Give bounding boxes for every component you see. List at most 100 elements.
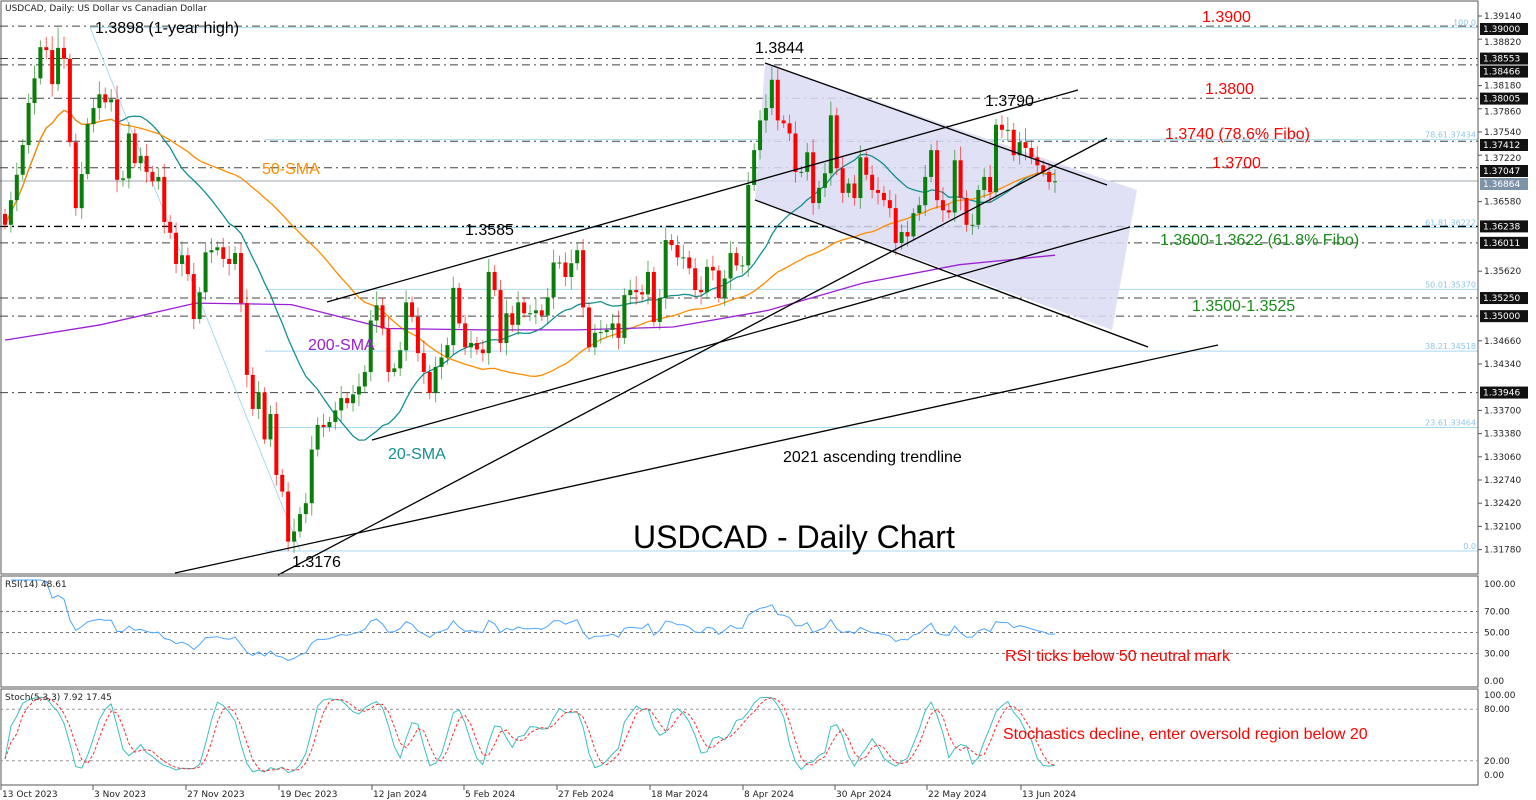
candle-bearish <box>522 302 527 314</box>
candle-bearish <box>227 258 232 264</box>
candle-bearish <box>687 257 692 269</box>
stoch-note: Stochastics decline, enter oversold regi… <box>1003 726 1368 743</box>
support-2: 1.3500-1.3525 <box>1192 298 1295 315</box>
candle-bearish <box>162 176 167 222</box>
candle-bullish <box>209 250 214 253</box>
candle-bearish <box>421 353 426 372</box>
candle-bearish <box>946 210 951 213</box>
candle-bullish <box>20 145 25 175</box>
candle-bullish <box>79 174 84 209</box>
candle-bullish <box>126 133 131 179</box>
candle-bearish <box>840 168 845 193</box>
candle-bearish <box>457 287 462 324</box>
candle-bullish <box>120 178 125 180</box>
candle-bullish <box>758 120 763 151</box>
candle-bearish <box>988 176 993 193</box>
candle-bullish <box>970 224 975 226</box>
y-tick-label: 1.32100 <box>1484 522 1521 532</box>
candle-bearish <box>852 183 857 198</box>
rsi-tick-label: 70.00 <box>1484 608 1510 618</box>
candle-bullish <box>56 47 61 85</box>
price-level-box-label: 1.36011 <box>1483 239 1520 249</box>
y-tick-label: 1.32420 <box>1484 499 1521 509</box>
price-level-box-label: 1.36238 <box>1483 222 1520 232</box>
price-level-box <box>1480 310 1528 323</box>
candle-bullish <box>197 292 202 320</box>
price-level-box <box>1480 23 1528 35</box>
price-level-box <box>1480 65 1528 78</box>
candle-bearish <box>935 150 940 201</box>
candle-bullish <box>26 103 31 146</box>
candle-bullish <box>533 310 538 314</box>
candle-bearish <box>492 271 497 291</box>
candle-bearish <box>876 190 881 193</box>
candle-bearish <box>940 200 945 211</box>
sma200-line <box>4 254 1056 341</box>
price-level-box <box>1480 139 1528 151</box>
candle-bullish <box>1017 142 1022 156</box>
candle-bullish <box>368 320 373 372</box>
candle-bullish <box>592 332 597 348</box>
candle-bullish <box>828 115 833 174</box>
candle-bullish <box>404 302 409 351</box>
candle-bearish <box>132 133 137 164</box>
candle-bearish <box>787 123 792 134</box>
price-level-box <box>1480 292 1528 305</box>
candle-bullish <box>351 394 356 404</box>
candle-bullish <box>657 298 662 322</box>
y-tick-label: 1.34660 <box>1484 337 1521 347</box>
fib-label: 100.0 <box>1453 19 1476 28</box>
candle-bullish <box>952 160 957 213</box>
price-level-box-label: 1.38466 <box>1483 68 1520 78</box>
candle-bearish <box>1023 142 1028 148</box>
rsi-tick-label: 30.00 <box>1484 650 1510 660</box>
candle-bearish <box>150 171 155 182</box>
candle-bearish <box>3 213 7 225</box>
candle-bearish <box>498 290 503 343</box>
candle-bearish <box>415 316 420 354</box>
candle-bullish <box>752 150 757 185</box>
price-level-box-label: 1.37412 <box>1483 141 1520 151</box>
rsi-tick-label: 50.00 <box>1484 629 1510 639</box>
wedge-bottom-line <box>754 199 1149 348</box>
candle-bearish <box>427 371 432 393</box>
candle-bullish <box>805 152 810 172</box>
candle-bearish <box>734 253 739 266</box>
candle-bearish <box>480 349 485 354</box>
candle-bearish <box>238 253 243 304</box>
candle-bearish <box>250 374 255 409</box>
candle-bearish <box>286 491 291 542</box>
wedge-top-line <box>764 62 1108 186</box>
candle-bullish <box>799 171 804 173</box>
y-tick-label: 1.33380 <box>1484 430 1521 440</box>
candle-bullish <box>433 366 438 393</box>
candle-bearish <box>103 94 108 103</box>
candle-bullish <box>598 332 603 334</box>
price-level-box <box>1480 386 1528 399</box>
candle-bearish <box>563 262 568 277</box>
candle-bearish <box>221 247 226 259</box>
x-tick-label: 8 Apr 2024 <box>744 790 794 800</box>
rsi-panel-frame <box>0 575 1479 688</box>
stoch-d-line <box>4 697 1056 772</box>
candle-bearish <box>1029 147 1034 158</box>
steep-ascending-line <box>277 137 1108 576</box>
candle-bearish <box>1035 157 1040 166</box>
candle-bullish <box>610 323 615 330</box>
candle-bearish <box>410 302 415 317</box>
candle-bearish <box>73 142 78 209</box>
y-tick-label: 1.35620 <box>1484 267 1521 277</box>
candle-bullish <box>917 205 922 214</box>
x-tick-label: 5 Feb 2024 <box>465 790 516 800</box>
candle-bullish <box>109 99 114 103</box>
current-price-box <box>1480 178 1528 190</box>
candle-bearish <box>669 240 674 246</box>
resistance-2: 1.3800 <box>1205 81 1254 98</box>
candle-bearish <box>168 221 173 233</box>
rsi-line <box>10 579 1056 661</box>
candle-bullish <box>746 184 751 266</box>
y-tick-label: 1.36580 <box>1484 198 1521 208</box>
candle-bullish <box>439 357 444 367</box>
candle-bearish <box>463 323 468 348</box>
